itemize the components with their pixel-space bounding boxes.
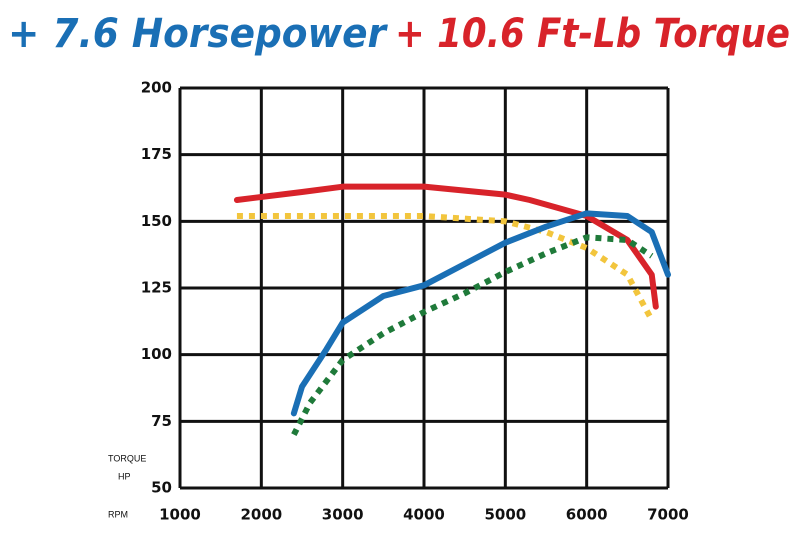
x-axis-label: RPM bbox=[108, 509, 128, 519]
title-horsepower: + 7.6 Horsepower bbox=[8, 11, 388, 57]
y-tick-label: 175 bbox=[141, 145, 172, 163]
x-tick-label: 5000 bbox=[484, 506, 526, 524]
y-tick-label: 50 bbox=[151, 479, 172, 497]
x-tick-label: 4000 bbox=[403, 506, 445, 524]
x-tick-label: 3000 bbox=[322, 506, 364, 524]
y-tick-label: 125 bbox=[141, 279, 172, 297]
y-axis-label: TORQUE bbox=[108, 453, 146, 463]
y-tick-label: 200 bbox=[141, 79, 172, 97]
x-tick-label: 2000 bbox=[240, 506, 282, 524]
x-tick-label: 1000 bbox=[159, 506, 201, 524]
x-tick-label: 7000 bbox=[647, 506, 689, 524]
y-tick-label: 100 bbox=[141, 345, 172, 363]
y-axis-label: HP bbox=[118, 471, 131, 481]
x-tick-label: 6000 bbox=[566, 506, 608, 524]
series-line bbox=[233, 183, 659, 310]
y-tick-label: 150 bbox=[141, 212, 172, 230]
y-tick-label: 75 bbox=[151, 412, 172, 430]
series-line bbox=[236, 213, 655, 322]
series-line bbox=[290, 210, 671, 417]
title-torque: + 10.6 Ft-Lb Torque bbox=[395, 11, 790, 57]
series-line bbox=[291, 234, 654, 437]
